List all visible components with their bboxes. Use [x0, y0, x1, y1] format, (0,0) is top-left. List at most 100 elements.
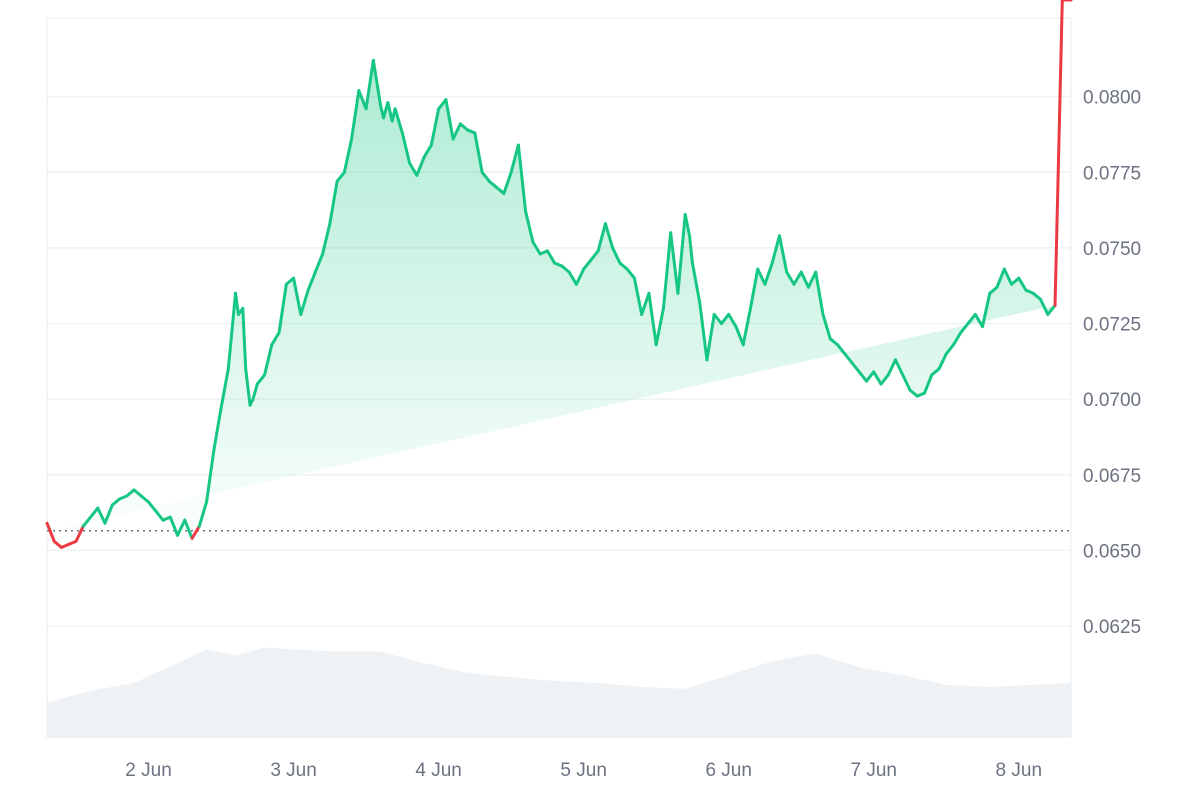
- price-segment: [263, 343, 274, 377]
- price-segment: [806, 270, 818, 289]
- price-segment: [748, 267, 760, 310]
- price-segment: [705, 312, 716, 362]
- y-tick-label: 0.0675: [1083, 466, 1141, 487]
- price-segment: [516, 143, 528, 214]
- price-segment: [1010, 276, 1021, 286]
- price-segment: [828, 337, 839, 347]
- price-segment: [393, 107, 404, 135]
- price-segment: [277, 282, 288, 335]
- price-segment: [756, 267, 767, 286]
- price-segment: [183, 518, 194, 540]
- price-segment: [226, 291, 238, 371]
- price-segment: [560, 264, 571, 274]
- x-tick-label: 4 Jun: [415, 760, 461, 781]
- price-segment: [110, 497, 122, 507]
- y-tick-label: 0.0625: [1083, 617, 1141, 638]
- price-segment: [364, 58, 375, 111]
- price-segment: [473, 131, 484, 174]
- price-segment: [408, 161, 419, 177]
- price-segment: [371, 58, 383, 108]
- price-segment: [244, 367, 252, 407]
- price-segment: [328, 179, 339, 226]
- price-segment: [688, 234, 694, 265]
- y-tick-label: 0.0725: [1083, 315, 1141, 336]
- price-segment: [357, 89, 368, 111]
- price-segment: [988, 285, 999, 295]
- price-segment: [74, 524, 85, 543]
- x-tick-label: 7 Jun: [851, 760, 897, 781]
- price-segment: [727, 312, 738, 329]
- price-segment: [444, 98, 455, 141]
- y-tick-label: 0.0750: [1083, 239, 1141, 260]
- price-segment: [270, 331, 281, 347]
- price-segment: [799, 270, 810, 289]
- price-segment: [103, 503, 114, 525]
- price-segment: [596, 222, 607, 253]
- price-segment: [567, 270, 578, 286]
- price-segment: [422, 143, 433, 159]
- price-segment: [531, 240, 542, 256]
- price-segment: [335, 170, 346, 183]
- price-segment: [219, 367, 230, 410]
- price-segment: [625, 267, 636, 280]
- price-segment: [342, 137, 354, 174]
- price-segment: [306, 270, 317, 292]
- price-segment: [1031, 291, 1043, 301]
- price-segment: [96, 506, 107, 525]
- volume-shape: [47, 647, 1071, 738]
- price-segment: [857, 370, 868, 383]
- price-segment: [850, 361, 861, 374]
- price-segment: [45, 521, 56, 543]
- y-tick-label: 0.0700: [1083, 390, 1141, 411]
- price-segment: [154, 509, 165, 522]
- price-segment: [197, 500, 209, 528]
- price-segment: [647, 291, 658, 347]
- volume-area: [47, 647, 1071, 738]
- price-segment: [923, 373, 934, 395]
- price-segment: [835, 343, 847, 356]
- x-tick-label: 3 Jun: [270, 760, 316, 781]
- price-segment: [908, 388, 919, 398]
- price-segment: [251, 382, 259, 401]
- price-segment: [212, 406, 223, 453]
- price-segment: [509, 143, 520, 174]
- price-segment: [872, 370, 883, 386]
- price-segment: [712, 312, 723, 326]
- price-segment: [574, 267, 586, 286]
- price-segment: [190, 524, 201, 540]
- price-segment: [81, 515, 93, 528]
- price-line: [45, 0, 1073, 549]
- price-segment: [886, 358, 897, 377]
- price-segment: [168, 515, 180, 537]
- price-segment: [981, 291, 992, 329]
- price-segment: [292, 276, 303, 316]
- price-segment: [89, 506, 100, 519]
- price-segment: [589, 249, 600, 262]
- price-segment: [139, 494, 151, 504]
- price-segment: [1039, 297, 1050, 316]
- price-segment: [255, 373, 267, 386]
- price-segment: [205, 449, 216, 504]
- price-segment: [973, 312, 985, 329]
- price-segment: [480, 170, 491, 183]
- price-segment: [959, 322, 970, 335]
- x-axis-ticks: 2 Jun 3 Jun 4 Jun 5 Jun 6 Jun 7 Jun 8 Jun: [125, 760, 1042, 781]
- price-segment: [429, 107, 441, 147]
- price-segment: [669, 231, 680, 295]
- price-segment: [676, 213, 687, 295]
- price-segment: [632, 276, 644, 316]
- price-segment: [654, 306, 665, 347]
- price-segment: [618, 261, 629, 271]
- price-segment: [415, 155, 426, 177]
- price-segment: [1046, 303, 1057, 316]
- price-segment: [698, 300, 709, 362]
- price-segment: [241, 306, 248, 371]
- price-segment: [792, 270, 803, 286]
- area-fill: [47, 60, 1056, 531]
- price-segment: [995, 267, 1006, 289]
- price-segment: [299, 288, 310, 316]
- price-segment: [176, 518, 187, 537]
- price-segment: [321, 222, 332, 256]
